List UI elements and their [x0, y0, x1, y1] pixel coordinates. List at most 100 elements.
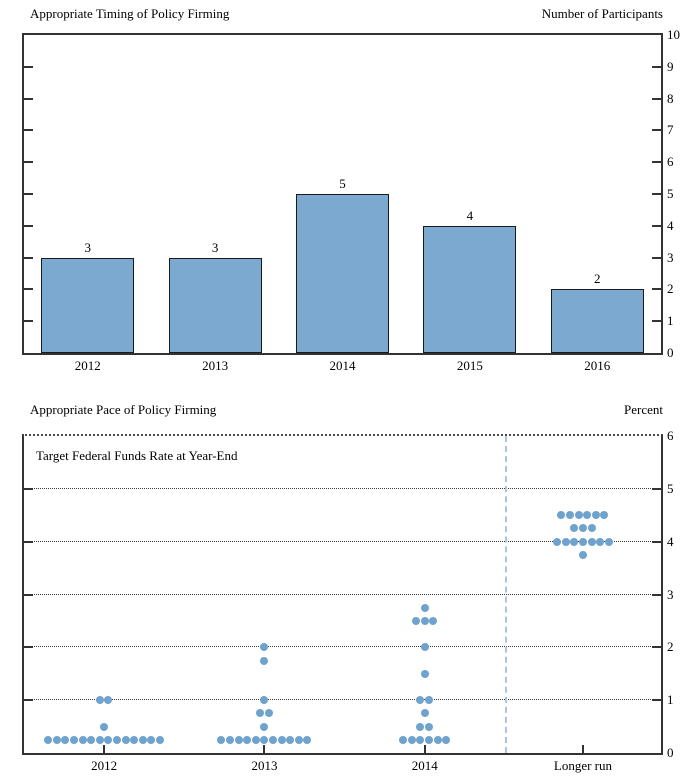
rate-dot [256, 709, 265, 718]
y-tick-left [24, 97, 33, 100]
timing-x-label-2014: 2014 [329, 358, 356, 373]
timing-axis-unit-label: Number of Participants [541, 6, 663, 21]
rate-dot [260, 643, 269, 652]
rate-dot [604, 537, 613, 546]
rate-dot [104, 735, 113, 744]
rate-dot [587, 524, 596, 533]
pace-y-tick-label: 4 [667, 533, 674, 549]
rate-dot [260, 656, 269, 665]
rate-dot [578, 524, 587, 533]
pace-annotation-label: Target Federal Funds Rate at Year-End [36, 448, 238, 463]
timing-y-tick-label: 5 [667, 186, 674, 201]
pace-x-label-Longer run: Longer run [553, 758, 613, 773]
y-tick-right [652, 646, 661, 649]
rate-dot [416, 696, 425, 705]
rate-dot [277, 735, 286, 744]
rate-dot [217, 735, 226, 744]
rate-dot [251, 735, 260, 744]
rate-dot [87, 735, 96, 744]
rate-dot [416, 735, 425, 744]
timing-x-label-2013: 2013 [202, 358, 229, 373]
y-tick-right [652, 256, 661, 259]
longer-run-separator [504, 436, 507, 753]
rate-dot [138, 735, 147, 744]
rate-dot [61, 735, 70, 744]
gridline-2 [24, 646, 661, 648]
rate-dot [156, 735, 165, 744]
rate-dot [600, 511, 609, 520]
y-tick-left [24, 646, 33, 649]
gridline-3 [24, 593, 661, 595]
y-tick-right [652, 320, 661, 323]
pace-y-tick-label: 0 [667, 745, 674, 760]
pace-y-tick-label: 3 [667, 586, 674, 602]
y-tick-left [24, 161, 33, 164]
rate-dot [407, 735, 416, 744]
rate-dot [561, 537, 570, 546]
rate-dot [104, 696, 113, 705]
y-tick-right [652, 193, 661, 195]
rate-dot [260, 735, 269, 744]
rate-dot [95, 735, 104, 744]
y-tick-right [652, 593, 661, 596]
y-tick-right [652, 161, 661, 164]
rate-dot [596, 537, 605, 546]
timing-x-label-2015: 2015 [456, 358, 483, 373]
rate-dot [553, 537, 562, 546]
y-tick-left [24, 65, 33, 68]
gridline-4 [24, 540, 661, 542]
timing-y-tick-label: 2 [667, 281, 674, 297]
y-tick-left [24, 129, 33, 132]
rate-dot [234, 735, 243, 744]
rate-dot [442, 735, 451, 744]
y-tick-right [652, 129, 661, 132]
y-tick-left [24, 320, 33, 323]
y-tick-right [652, 224, 661, 227]
pace-y-tick-label: 2 [667, 639, 674, 655]
y-tick-right [652, 487, 661, 490]
rate-dot [113, 735, 122, 744]
bar-2012 [41, 257, 135, 353]
y-tick-left [24, 487, 33, 490]
bar-value-label: 2 [594, 271, 601, 287]
timing-y-tick-label: 9 [667, 58, 674, 74]
rate-dot [260, 696, 269, 705]
timing-plot-area: 3 3 5 4 2 [22, 33, 663, 355]
timing-x-label-2012: 2012 [74, 358, 101, 373]
rate-dot [570, 537, 579, 546]
bar-2016 [550, 289, 644, 353]
rate-dot [78, 735, 87, 744]
bar-value-label: 3 [211, 239, 219, 255]
rate-dot [574, 511, 583, 520]
rate-dot [578, 537, 587, 546]
timing-y-tick-label: 1 [667, 313, 674, 329]
rate-dot [121, 735, 130, 744]
rate-dot [70, 735, 79, 744]
rate-dot [303, 735, 312, 744]
timing-y-tick-label: 6 [667, 154, 674, 170]
rate-dot [286, 735, 295, 744]
timing-y-tick-label: 0 [667, 345, 674, 360]
rate-dot [416, 722, 425, 731]
timing-y-tick-label: 7 [667, 122, 674, 138]
y-tick-right [652, 97, 661, 100]
x-tick-Longer run [581, 745, 584, 753]
pace-chart-title: Appropriate Pace of Policy Firming [30, 402, 217, 417]
rate-dot [130, 735, 139, 744]
y-tick-left [24, 593, 33, 596]
rate-dot [429, 616, 438, 625]
rate-dot [578, 550, 587, 559]
timing-chart-header: Appropriate Timing of Policy Firming Num… [30, 6, 663, 22]
rate-dot [420, 709, 429, 718]
y-tick-right [652, 699, 661, 702]
timing-y-tick-label: 8 [667, 90, 674, 106]
timing-y-tick-label: 4 [667, 217, 674, 233]
y-tick-right [652, 65, 661, 68]
rate-dot [294, 735, 303, 744]
rate-dot [420, 669, 429, 678]
pace-axis-unit-label: Percent [624, 402, 663, 417]
rate-dot [412, 616, 421, 625]
rate-dot [425, 696, 434, 705]
gridline-5 [24, 487, 661, 489]
